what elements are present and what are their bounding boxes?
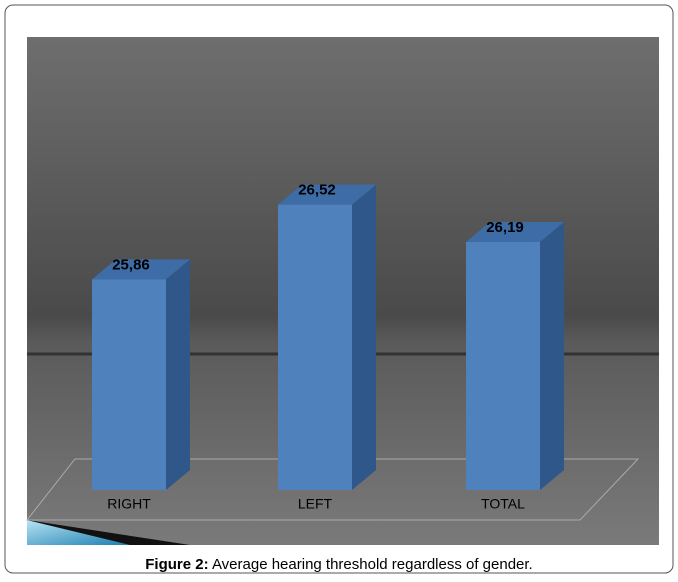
bar-top <box>92 259 190 280</box>
x-tick-label: LEFT <box>298 496 333 512</box>
bar-side <box>540 221 564 491</box>
x-tick-label: RIGHT <box>107 496 151 512</box>
data-label: 26,52 <box>298 182 336 199</box>
bar <box>278 204 352 491</box>
data-label: 26,19 <box>486 219 524 236</box>
bar <box>466 241 540 490</box>
x-tick-label: TOTAL <box>481 496 525 512</box>
caption-label: Figure 2: <box>145 556 208 573</box>
bar <box>92 279 166 490</box>
bar-side <box>352 184 376 491</box>
caption-text: Average hearing threshold regardless of … <box>212 556 533 573</box>
caption: Figure 2: Average hearing threshold rega… <box>145 556 532 573</box>
floor <box>25 458 640 521</box>
bar-top <box>466 221 564 242</box>
decoration <box>27 520 190 545</box>
bar-side <box>166 259 190 490</box>
bar-top <box>278 184 376 205</box>
data-label: 25,86 <box>112 256 150 273</box>
